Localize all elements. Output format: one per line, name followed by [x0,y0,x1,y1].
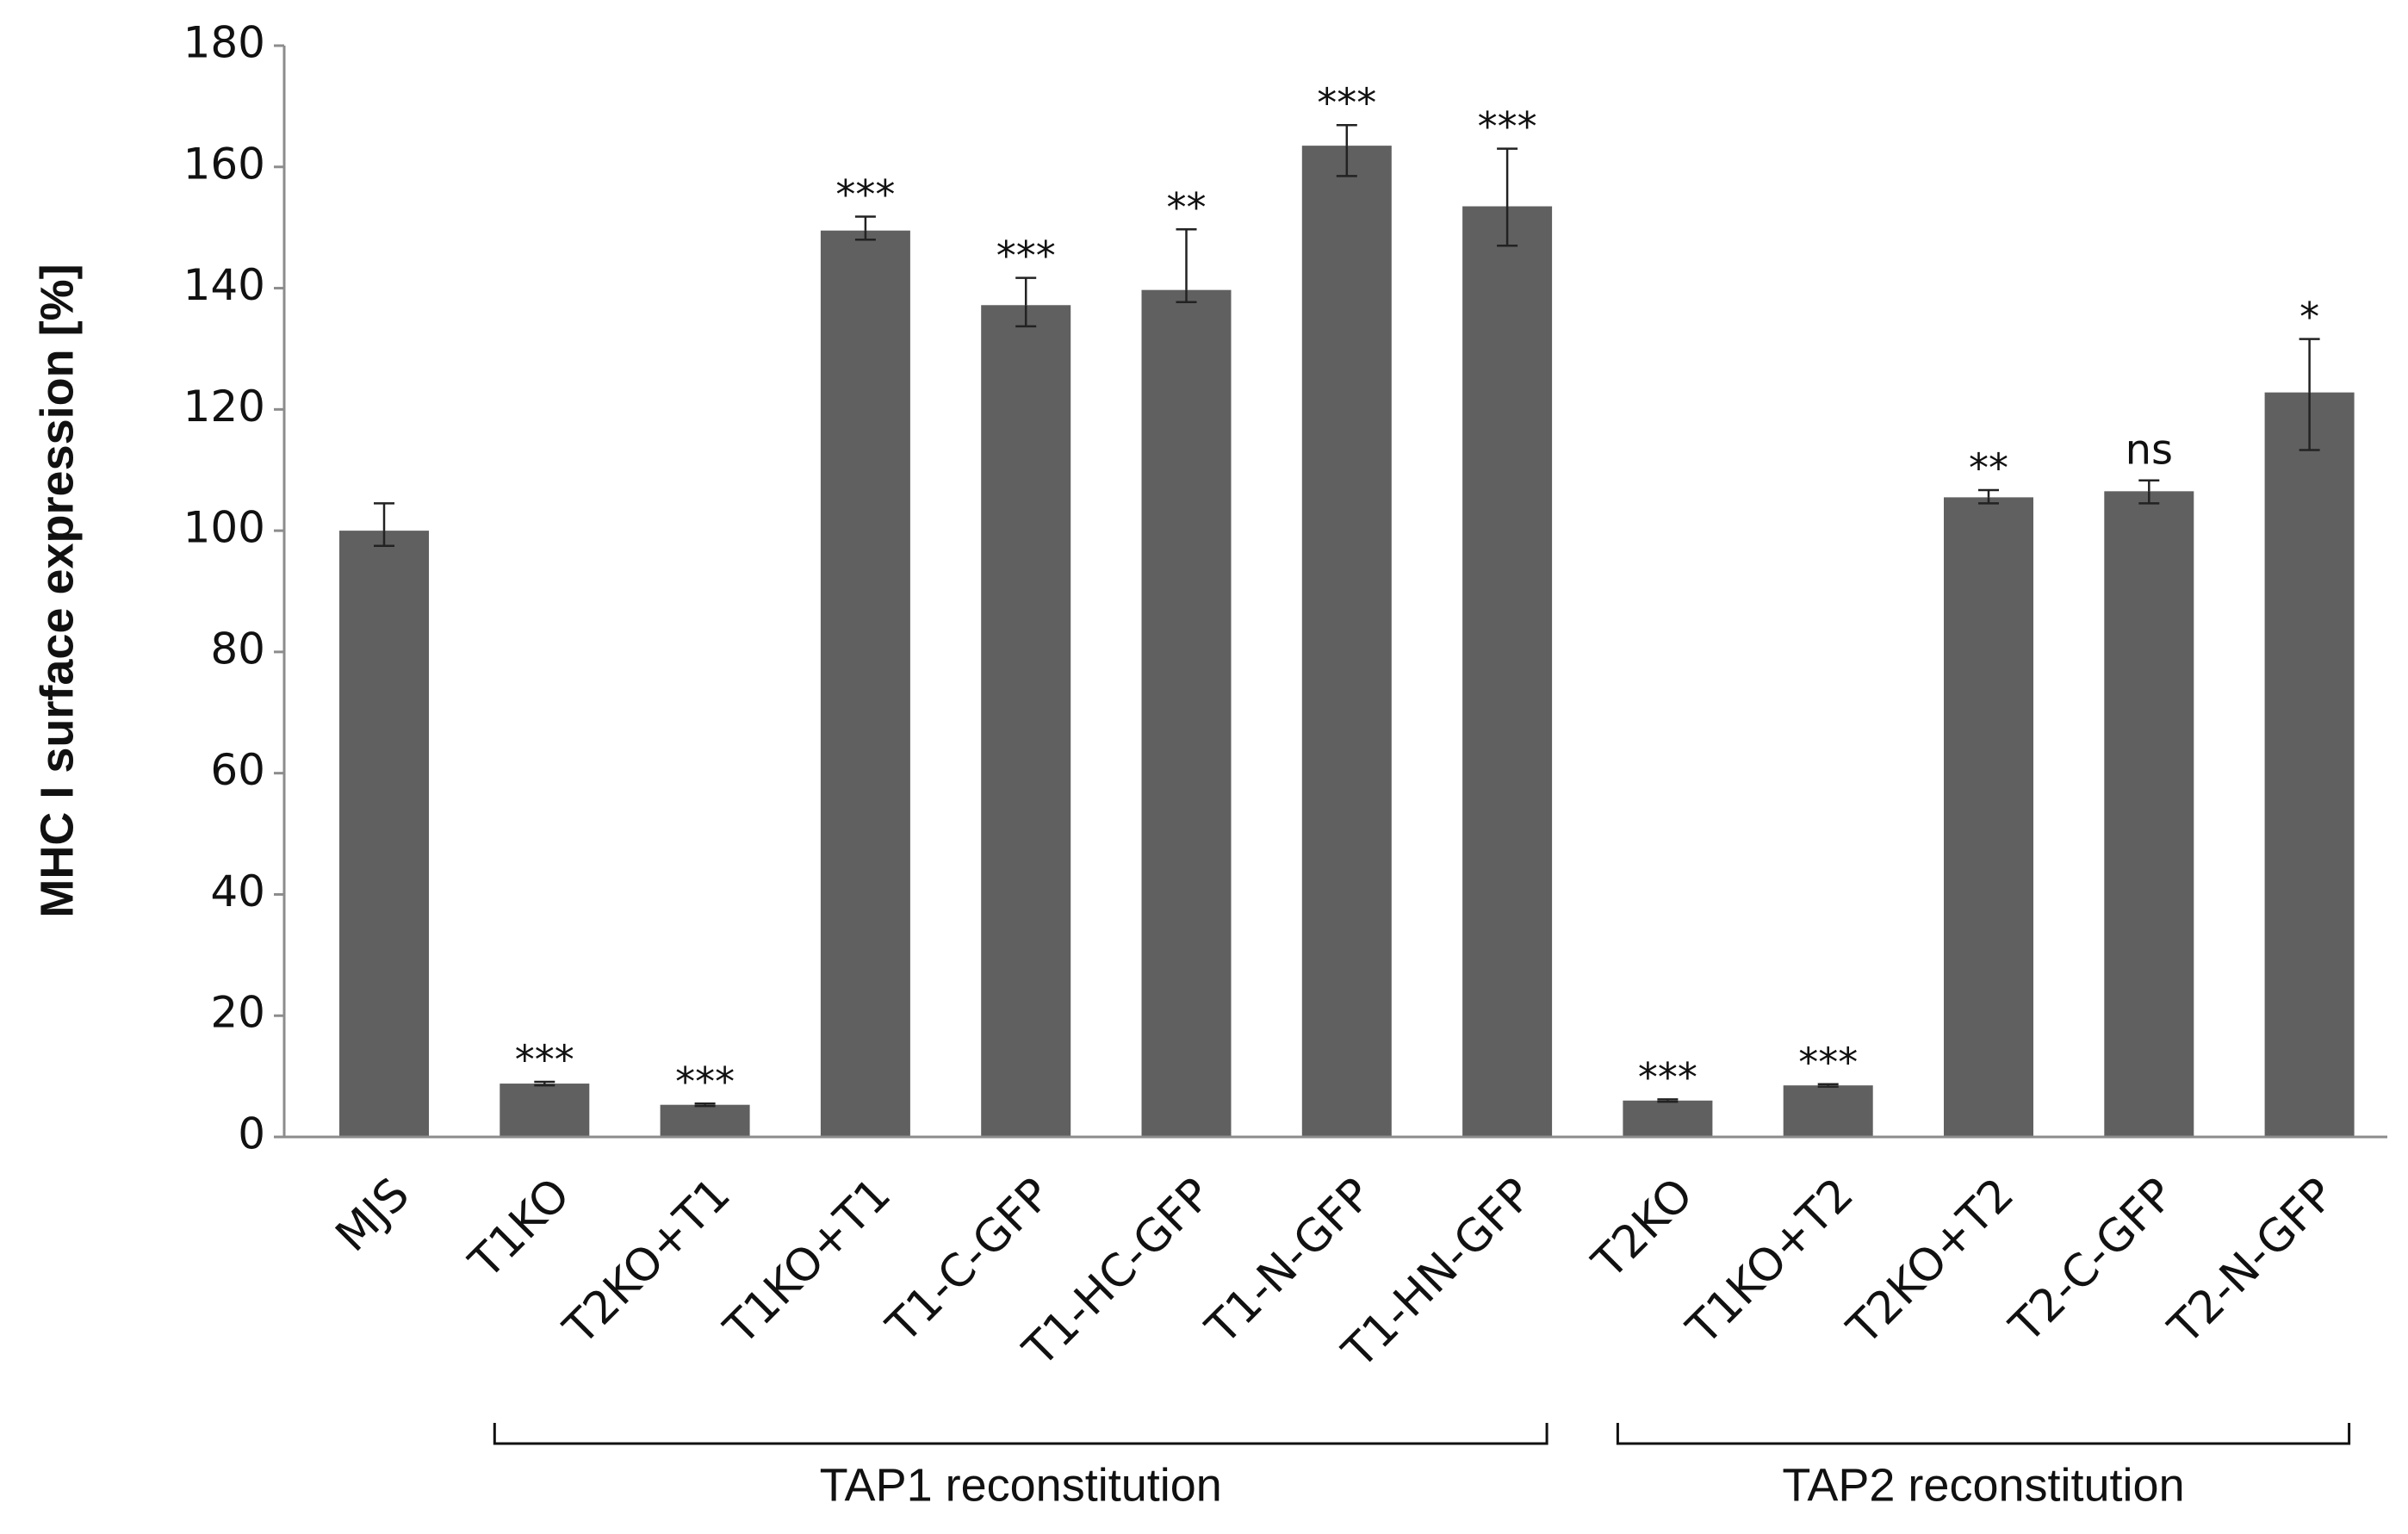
significance-label: * [2299,294,2319,340]
bar [1141,289,1232,1137]
y-tick-label: 160 [183,139,265,189]
significance-label: *** [1478,103,1537,150]
x-tick-label: T1KO+T2 [1677,1169,1864,1356]
bar [981,305,1071,1138]
bar [2264,392,2355,1137]
y-tick-label: 80 [210,624,265,674]
y-tick-label: 180 [183,18,265,68]
significance-label: *** [1317,80,1376,127]
x-tick-label: T1KO [459,1169,580,1289]
y-tick-label: 100 [183,503,265,553]
group-label: TAP2 reconstitution [1782,1459,2184,1511]
significance-label: ** [1969,444,2008,491]
bar [1623,1100,1713,1137]
x-tick-label: T2KO+T1 [554,1169,741,1356]
significance-label: ** [1167,184,1207,231]
bar [2104,491,2194,1137]
bar [820,230,910,1138]
significance-label: *** [1638,1054,1697,1101]
bar [500,1084,590,1137]
significance-label: ns [2126,426,2173,475]
significance-label: *** [675,1059,735,1105]
bar [660,1104,750,1137]
y-tick-label: 60 [210,745,265,795]
x-tick-label: T1KO+T1 [714,1169,901,1356]
significance-label: *** [515,1036,574,1083]
x-tick-label: T2KO+T2 [1837,1169,2024,1356]
x-tick-label: MJS [326,1169,419,1262]
significance-label: *** [996,233,1056,279]
group-bracket [1616,1423,2351,1445]
y-tick-label: 120 [183,382,265,432]
group-label: TAP1 reconstitution [820,1459,1222,1511]
group-bracket [493,1423,1548,1445]
y-axis-label: MHC I surface expression [%] [31,264,83,917]
bar [1462,206,1553,1138]
x-tick-label: T2-C-GFP [2000,1169,2184,1353]
y-tick-label: 20 [210,988,265,1038]
x-tick-label: T2KO [1582,1169,1703,1289]
y-tick-label: 0 [238,1109,265,1159]
bar [1783,1085,1873,1137]
significance-label: *** [1798,1039,1858,1085]
y-tick-label: 140 [183,260,265,310]
bar [1944,497,2033,1137]
bar [339,531,429,1137]
y-tick-label: 40 [210,866,265,916]
bar [1301,146,1392,1138]
significance-label: *** [835,171,895,218]
x-tick-label: T2-N-GFP [2158,1169,2344,1355]
